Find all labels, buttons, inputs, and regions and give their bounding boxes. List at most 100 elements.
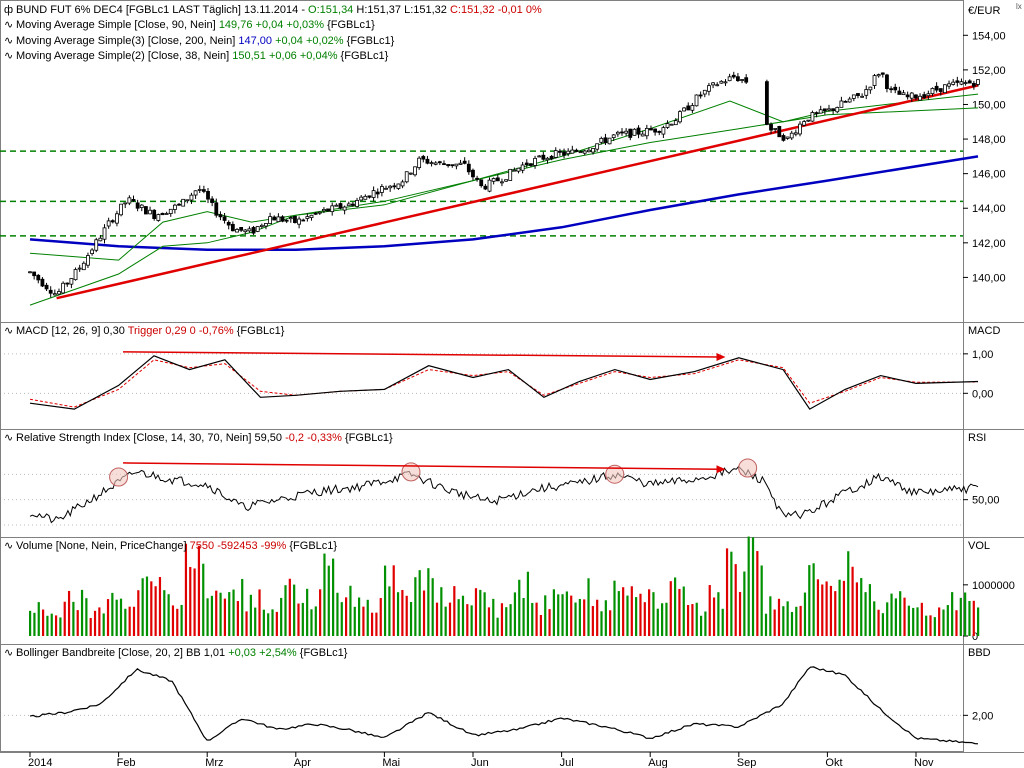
volume-bar[interactable]	[267, 613, 270, 636]
candle-down[interactable]	[48, 289, 53, 294]
volume-bar[interactable]	[591, 606, 594, 636]
volume-bar[interactable]	[427, 568, 430, 636]
candle-up[interactable]	[715, 84, 720, 87]
candle-up[interactable]	[255, 226, 260, 232]
volume-bar[interactable]	[232, 589, 235, 636]
volume-bar[interactable]	[829, 585, 833, 636]
volume-bar[interactable]	[604, 600, 607, 636]
volume-bar[interactable]	[184, 543, 188, 636]
candle-up[interactable]	[156, 214, 161, 221]
volume-bar[interactable]	[258, 589, 261, 636]
volume-bar[interactable]	[176, 608, 179, 636]
volume-bar[interactable]	[193, 568, 196, 636]
volume-bar[interactable]	[349, 585, 352, 636]
candle-down[interactable]	[653, 128, 658, 133]
volume-bar[interactable]	[115, 599, 118, 636]
volume-bar[interactable]	[293, 584, 296, 636]
candle-up[interactable]	[330, 205, 335, 213]
candle-down[interactable]	[437, 161, 442, 164]
rsi-legend[interactable]: ∿ Relative Strength Index [Close, 14, 30,…	[4, 432, 393, 445]
candle-up[interactable]	[727, 76, 732, 82]
volume-bar[interactable]	[717, 592, 720, 636]
volume-bar[interactable]	[816, 579, 820, 636]
volume-bar[interactable]	[916, 607, 919, 636]
candle-up[interactable]	[868, 86, 873, 91]
candle-up[interactable]	[586, 149, 591, 153]
candle-up[interactable]	[702, 89, 707, 95]
candle-up[interactable]	[578, 151, 583, 154]
candle-up[interactable]	[106, 220, 111, 227]
candle-up[interactable]	[740, 79, 744, 81]
candle-down[interactable]	[40, 278, 45, 287]
candle-up[interactable]	[723, 81, 728, 84]
volume-bar[interactable]	[171, 605, 175, 636]
candle-up[interactable]	[322, 208, 326, 212]
candle-up[interactable]	[918, 95, 922, 101]
volume-bar[interactable]	[401, 589, 404, 636]
volume-bar[interactable]	[661, 603, 664, 636]
candle-up[interactable]	[400, 181, 405, 187]
volume-bar[interactable]	[275, 611, 278, 636]
volume-bar[interactable]	[535, 602, 538, 636]
candle-up[interactable]	[61, 282, 66, 294]
volume-bar[interactable]	[609, 610, 612, 636]
candle-down[interactable]	[226, 221, 231, 226]
candle-up[interactable]	[487, 179, 492, 192]
volume-bar[interactable]	[881, 613, 884, 636]
volume-bar[interactable]	[271, 609, 274, 636]
volume-bar[interactable]	[959, 597, 962, 636]
candle-down[interactable]	[831, 108, 836, 111]
candle-down[interactable]	[541, 154, 546, 160]
candle-down[interactable]	[603, 137, 608, 144]
volume-bar[interactable]	[583, 599, 586, 636]
volume-bar[interactable]	[440, 587, 443, 636]
volume-bar[interactable]	[565, 591, 568, 636]
candle-up[interactable]	[309, 214, 314, 218]
volume-bar[interactable]	[254, 607, 257, 636]
volume-bar[interactable]	[548, 609, 551, 636]
volume-bar[interactable]	[167, 594, 170, 636]
candle-down[interactable]	[301, 219, 306, 222]
volume-bar[interactable]	[492, 598, 495, 636]
candle-down[interactable]	[698, 94, 703, 97]
candle-up[interactable]	[491, 178, 496, 182]
volume-bar[interactable]	[392, 565, 395, 636]
candle-up[interactable]	[396, 183, 401, 189]
volume-bar[interactable]	[777, 598, 781, 636]
volume-bar[interactable]	[288, 578, 291, 636]
candle-down[interactable]	[144, 206, 148, 215]
volume-bar[interactable]	[323, 553, 326, 636]
candle-down[interactable]	[529, 163, 533, 166]
volume-bar[interactable]	[141, 578, 144, 636]
candle-up[interactable]	[611, 134, 616, 138]
candle-up[interactable]	[148, 209, 152, 215]
candle-up[interactable]	[872, 75, 877, 86]
volume-bar[interactable]	[630, 586, 633, 636]
candle-up[interactable]	[682, 107, 686, 112]
volume-bar[interactable]	[509, 604, 512, 636]
candle-down[interactable]	[135, 202, 140, 209]
volume-bar[interactable]	[942, 609, 945, 636]
volume-bar[interactable]	[362, 606, 365, 636]
candle-up[interactable]	[139, 204, 144, 208]
candle-up[interactable]	[802, 121, 807, 126]
candle-down[interactable]	[889, 88, 893, 91]
volume-bar[interactable]	[306, 588, 309, 636]
candle-down[interactable]	[905, 94, 910, 98]
volume-bar[interactable]	[379, 598, 382, 636]
volume-bar[interactable]	[63, 601, 66, 636]
candle-up[interactable]	[516, 167, 521, 172]
volume-bar[interactable]	[955, 610, 958, 636]
candle-down[interactable]	[967, 80, 972, 84]
candle-up[interactable]	[317, 211, 322, 214]
volume-bar[interactable]	[747, 536, 750, 636]
volume-bar[interactable]	[782, 606, 785, 636]
candle-down[interactable]	[421, 156, 426, 160]
volume-bar[interactable]	[531, 602, 534, 636]
candle-down[interactable]	[649, 128, 653, 131]
candle-up[interactable]	[276, 216, 281, 223]
volume-bar[interactable]	[873, 601, 876, 636]
candle-up[interactable]	[959, 81, 964, 85]
volume-bar[interactable]	[67, 590, 71, 636]
volume-bar[interactable]	[245, 611, 248, 636]
